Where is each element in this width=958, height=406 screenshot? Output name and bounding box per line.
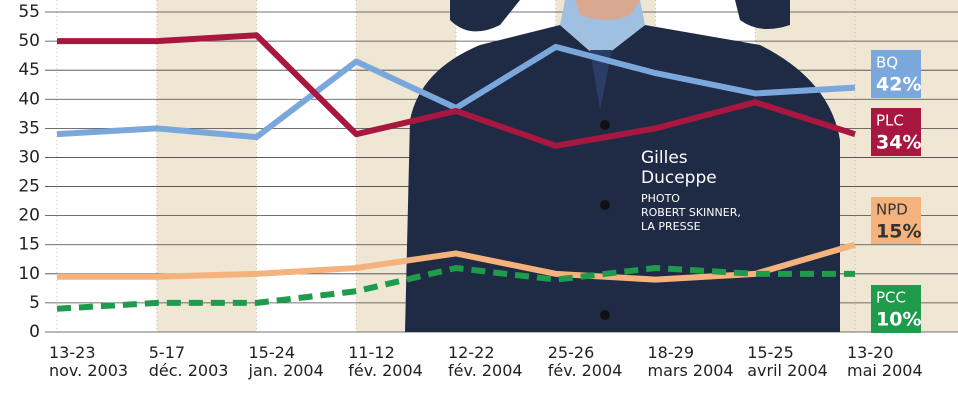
legend-label: PLC — [876, 112, 904, 130]
y-tick-label: 40 — [18, 89, 40, 109]
y-tick-label: 50 — [18, 31, 40, 51]
x-tick-label: 15-24 jan. 2004 — [249, 344, 349, 380]
y-tick-label: 0 — [29, 322, 40, 342]
x-tick-label: 25-26 fév. 2004 — [548, 344, 648, 380]
band — [157, 0, 257, 332]
legend-label: PCC — [876, 289, 906, 307]
x-tick-label: 11-12 fév. 2004 — [348, 344, 448, 380]
x-tick-label: 15-25 avril 2004 — [747, 344, 847, 380]
y-tick-label: 25 — [18, 177, 40, 197]
legend-label: BQ — [876, 54, 898, 72]
y-tick-label: 5 — [29, 293, 40, 313]
photo-subject: Gilles Duceppe — [641, 148, 717, 188]
x-tick-label: 13-23 nov. 2003 — [49, 344, 149, 380]
x-tick-label: 5-17 déc. 2003 — [149, 344, 249, 380]
photo-credit: PHOTO ROBERT SKINNER, LA PRESSE — [641, 192, 741, 234]
x-tick-label: 13-20 mai 2004 — [847, 344, 947, 380]
end-label: 15% — [876, 221, 921, 243]
y-tick-label: 20 — [18, 206, 40, 226]
y-tick-label: 10 — [18, 264, 40, 284]
end-label: 42% — [876, 74, 921, 96]
y-tick-label: 30 — [18, 147, 40, 167]
band — [855, 0, 958, 332]
x-tick-label: 12-22 fév. 2004 — [448, 344, 548, 380]
y-tick-label: 35 — [18, 118, 40, 138]
y-tick-label: 55 — [18, 2, 40, 22]
legend-label: NPD — [876, 201, 908, 219]
end-label: 34% — [876, 132, 921, 154]
chart: 0 5 10 15 20 25 30 35 40 45 50 55 BQ 42% PLC 34% NPD 15%… — [0, 0, 958, 406]
x-tick-label: 18-29 mars 2004 — [648, 344, 748, 380]
y-tick-label: 45 — [18, 60, 40, 80]
y-tick-label: 15 — [18, 235, 40, 255]
end-label: 10% — [876, 309, 921, 331]
